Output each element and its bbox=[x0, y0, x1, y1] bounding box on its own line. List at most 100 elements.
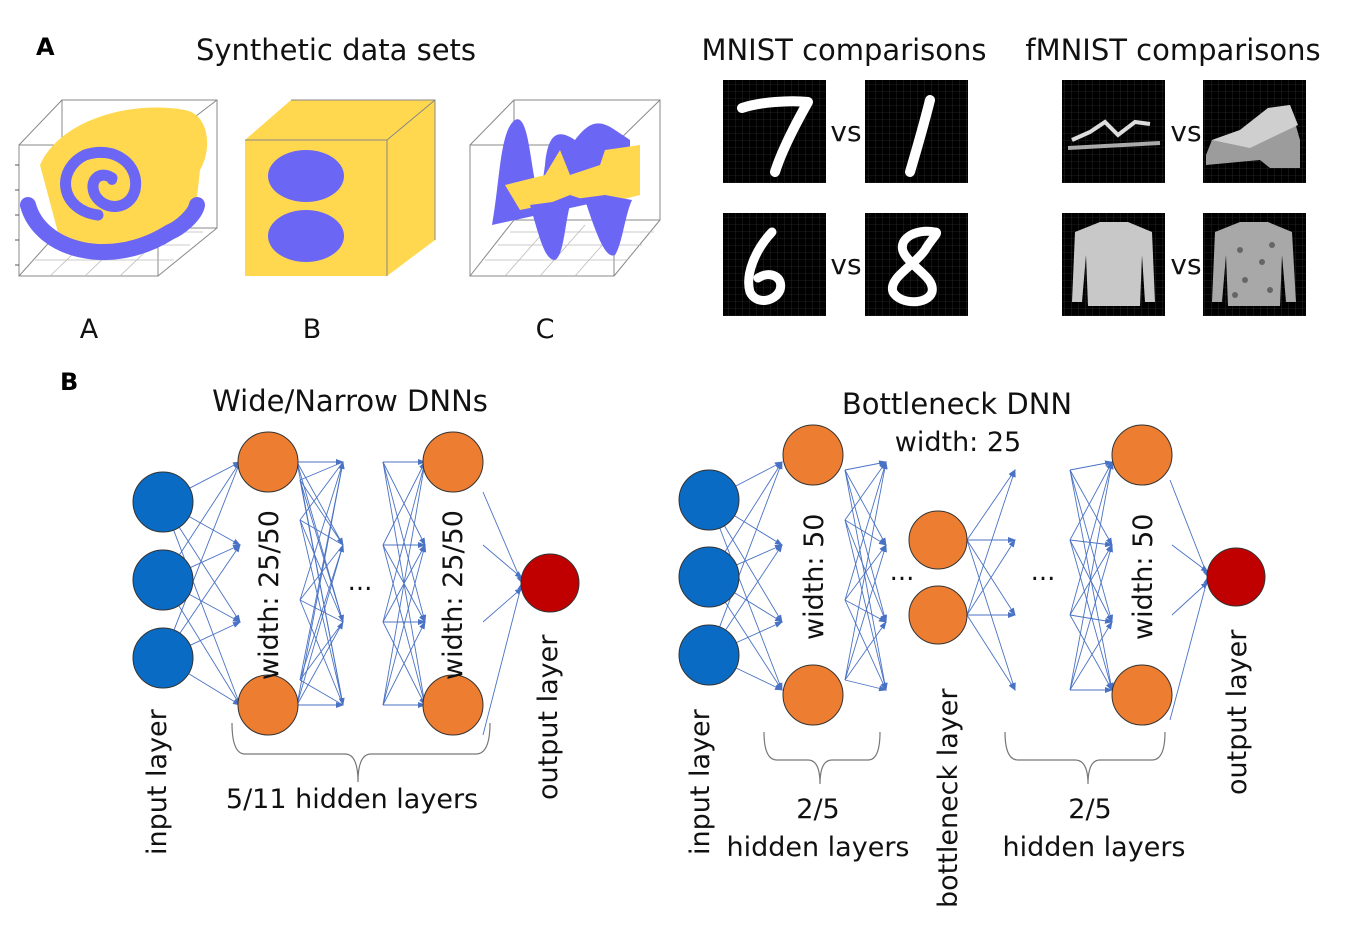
wide-hidden-brace bbox=[231, 722, 491, 783]
wide-width-label-1: width: 25/50 bbox=[254, 510, 285, 680]
edge bbox=[1069, 614, 1113, 691]
edge bbox=[179, 461, 241, 556]
edge bbox=[299, 461, 344, 601]
edge bbox=[844, 469, 887, 546]
edge bbox=[482, 491, 523, 584]
bottleneck-hidden-text-right: hidden layers bbox=[1002, 832, 1185, 863]
mnist-digit-6 bbox=[723, 213, 826, 316]
edge bbox=[724, 525, 783, 623]
edge bbox=[190, 544, 241, 568]
edge bbox=[1069, 544, 1113, 691]
fmnist-sandal bbox=[1062, 80, 1165, 183]
bottleneck-node bbox=[908, 510, 968, 570]
edge bbox=[1069, 621, 1113, 691]
edge bbox=[382, 461, 426, 546]
edge bbox=[844, 469, 888, 691]
edge bbox=[735, 667, 783, 691]
wide-output-label: output layer bbox=[533, 634, 564, 800]
edge bbox=[719, 527, 783, 691]
wide-input-node bbox=[132, 627, 194, 689]
edge bbox=[1069, 539, 1113, 548]
edge bbox=[482, 587, 523, 623]
edge bbox=[1069, 461, 1114, 616]
edge bbox=[844, 544, 887, 681]
wide-title: Wide/Narrow DNNs bbox=[212, 384, 488, 418]
bottleneck-input-label: input layer bbox=[685, 708, 716, 855]
edge bbox=[188, 673, 241, 706]
edge bbox=[178, 527, 241, 623]
edge bbox=[734, 592, 783, 623]
network-nodes bbox=[132, 424, 1266, 736]
bottleneck-width-label-1: width: 50 bbox=[799, 514, 830, 640]
edge bbox=[382, 621, 426, 706]
edge bbox=[735, 461, 783, 487]
edge bbox=[1069, 469, 1114, 623]
edge bbox=[188, 516, 241, 546]
wide-output-node bbox=[520, 553, 580, 613]
edge bbox=[1069, 469, 1113, 546]
edge bbox=[736, 621, 783, 644]
edge bbox=[966, 539, 1016, 616]
edge bbox=[724, 461, 783, 552]
edge bbox=[296, 461, 344, 546]
edge bbox=[482, 582, 524, 736]
bottleneck-hidden-node bbox=[1111, 424, 1173, 486]
wide-width-label-2: width: 25/50 bbox=[438, 510, 469, 680]
edge bbox=[299, 461, 344, 481]
edge bbox=[189, 593, 241, 623]
edge bbox=[966, 469, 1016, 541]
edge bbox=[966, 469, 1016, 616]
bottleneck-hidden-node bbox=[782, 424, 844, 486]
edge bbox=[844, 621, 887, 681]
edge bbox=[719, 461, 783, 628]
fmnist-shirt bbox=[1062, 213, 1165, 316]
vs-label-mnist-1: vs bbox=[830, 115, 861, 148]
edge bbox=[189, 461, 241, 489]
dataset-a-plot bbox=[15, 99, 218, 277]
wide-hidden-node bbox=[422, 674, 484, 736]
edge bbox=[299, 461, 344, 521]
bottleneck-hidden-count-left: 2/5 bbox=[796, 794, 839, 825]
bottleneck-hidden-brace-left bbox=[763, 731, 881, 785]
wide-hidden-node bbox=[237, 431, 299, 493]
fmnist-title: fMNIST comparisons bbox=[1025, 33, 1320, 67]
edge bbox=[299, 479, 344, 706]
ellipsis-wide: ... bbox=[348, 567, 373, 597]
edge bbox=[179, 544, 241, 634]
bottleneck-width-label-2: width: 50 bbox=[1128, 514, 1159, 640]
edge bbox=[189, 621, 241, 646]
edge bbox=[299, 461, 344, 681]
bottleneck-node bbox=[908, 585, 968, 645]
edge bbox=[299, 599, 344, 706]
edge bbox=[1169, 479, 1209, 578]
mnist-digit-7 bbox=[723, 80, 826, 183]
mnist-title: MNIST comparisons bbox=[701, 33, 986, 67]
mnist-digit-1 bbox=[865, 80, 968, 183]
wide-input-label: input layer bbox=[142, 708, 173, 855]
edge bbox=[844, 519, 888, 691]
panel-a-letter: A bbox=[36, 33, 55, 61]
edge bbox=[1069, 539, 1113, 623]
wide-hidden-node bbox=[237, 674, 299, 736]
bottleneck-input-node bbox=[678, 624, 740, 686]
wide-input-node bbox=[132, 549, 194, 611]
bottleneck-layer-label: bottleneck layer bbox=[933, 688, 964, 908]
fmnist-shoe bbox=[1203, 80, 1306, 183]
edge bbox=[1169, 576, 1210, 721]
edge bbox=[1069, 539, 1114, 691]
edge bbox=[844, 461, 888, 681]
bottleneck-hidden-brace-right bbox=[1004, 731, 1166, 785]
edge bbox=[725, 544, 783, 631]
bottleneck-network-edges bbox=[719, 460, 1210, 721]
edge bbox=[299, 599, 344, 623]
vs-label-fmnist-2: vs bbox=[1170, 248, 1201, 281]
edge bbox=[1069, 544, 1113, 616]
edge bbox=[299, 621, 344, 681]
edge bbox=[173, 461, 241, 631]
edge bbox=[844, 599, 887, 691]
edge bbox=[1069, 460, 1113, 471]
vs-label-fmnist-1: vs bbox=[1170, 115, 1201, 148]
wide-network-edges bbox=[173, 459, 524, 736]
edge bbox=[299, 679, 344, 706]
